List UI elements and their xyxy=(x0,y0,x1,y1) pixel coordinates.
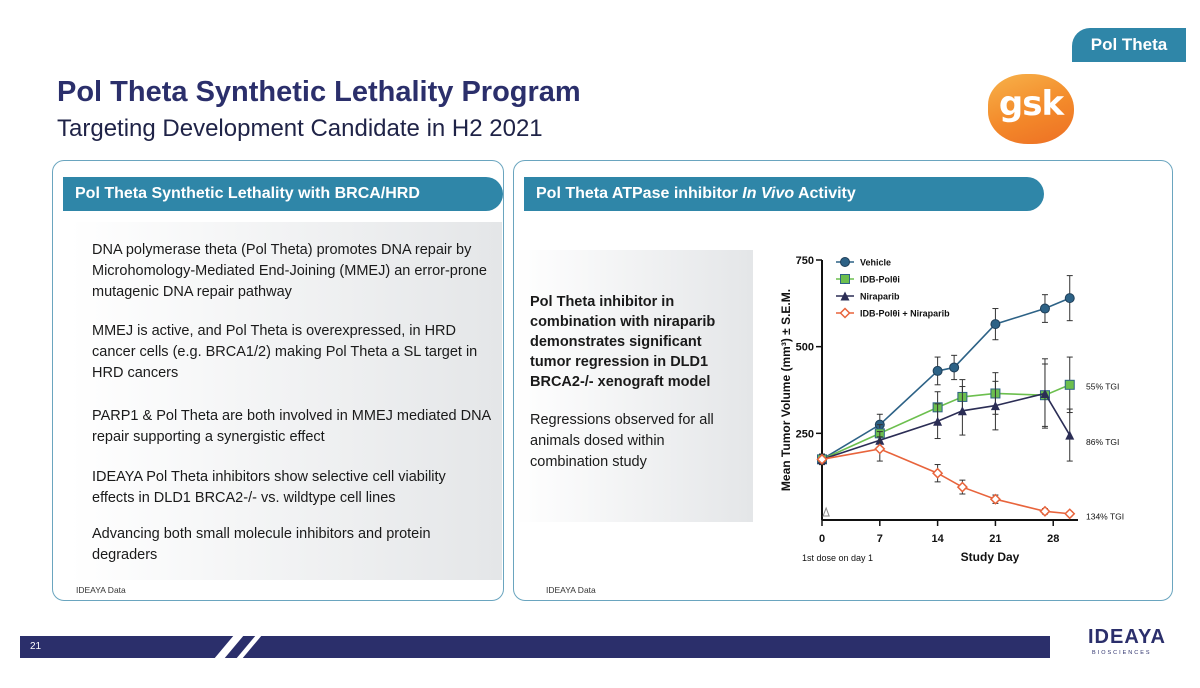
dose-note: 1st dose on day 1 xyxy=(802,553,873,563)
x-tick-label: 7 xyxy=(877,533,883,545)
data-point-3 xyxy=(1064,508,1076,520)
right-source-note: IDEAYA Data xyxy=(546,585,596,595)
data-point-3 xyxy=(932,467,944,479)
legend-marker xyxy=(839,307,851,319)
series-line-0 xyxy=(821,297,1071,461)
series-line-3 xyxy=(821,448,1070,515)
bullet-4: IDEAYA Pol Theta inhibitors show selecti… xyxy=(92,469,446,506)
data-point-2 xyxy=(933,416,943,426)
gsk-logo: gsk xyxy=(988,74,1074,144)
bullet-5: Advancing both small molecule inhibitors… xyxy=(92,526,431,563)
right-header-italic: In Vivo xyxy=(742,185,795,202)
legend-label: Niraparib xyxy=(860,292,900,302)
right-header-pre: Pol Theta ATPase inhibitor xyxy=(536,185,743,202)
legend-marker xyxy=(840,274,850,284)
gsk-logo-text: gsk xyxy=(998,84,1064,124)
x-axis-label: Study Day xyxy=(961,550,1020,564)
x-tick-label: 14 xyxy=(931,533,944,545)
data-point-3 xyxy=(816,453,828,465)
ideaya-logo-sub: BIOSCIENCES xyxy=(1092,650,1152,656)
data-point-3 xyxy=(989,493,1001,505)
y-tick-label: 750 xyxy=(796,255,814,267)
tgi-label-1: 55% TGI xyxy=(1086,382,1119,392)
legend-marker xyxy=(840,291,850,301)
right-panel-header: Pol Theta ATPase inhibitor In Vivo Activ… xyxy=(524,177,1044,211)
x-tick-label: 28 xyxy=(1047,533,1059,545)
data-point-0 xyxy=(990,319,1001,330)
left-panel-body xyxy=(70,222,502,580)
y-tick-label: 500 xyxy=(796,342,814,354)
legend-label: IDB-Polθi + Niraparib xyxy=(860,309,950,319)
footer-bar xyxy=(20,636,1050,658)
x-tick-label: 0 xyxy=(819,533,825,545)
left-source-note: IDEAYA Data xyxy=(76,585,126,595)
page-number: 21 xyxy=(30,641,42,652)
tgi-label-2: 86% TGI xyxy=(1086,437,1119,447)
data-point-2 xyxy=(990,401,1000,411)
section-tag: Pol Theta xyxy=(1072,28,1186,62)
bullet-1: DNA polymerase theta (Pol Theta) promote… xyxy=(92,242,487,300)
data-point-2 xyxy=(1040,388,1050,398)
dose-marker xyxy=(822,506,830,517)
bullet-2: MMEJ is active, and Pol Theta is overexp… xyxy=(92,323,478,381)
legend-label: Vehicle xyxy=(860,258,891,268)
data-point-2 xyxy=(957,406,967,416)
data-point-3 xyxy=(956,481,968,493)
legend-marker xyxy=(840,257,850,267)
legend-label: IDB-Polθi xyxy=(860,275,900,285)
data-point-2 xyxy=(1065,430,1075,440)
tgi-label-3: 134% TGI xyxy=(1086,512,1124,522)
data-point-3 xyxy=(874,443,886,455)
chart-callout-detail: Regressions observed for all animals dos… xyxy=(530,412,714,470)
right-header-post: Activity xyxy=(794,185,856,202)
x-tick-label: 21 xyxy=(989,533,1001,545)
chart-callout: Pol Theta inhibitor in combination with … xyxy=(530,294,716,390)
tumor-volume-chart: 250 500 750 0 7 14 21 28 Study Day Mean Tumor Vol… xyxy=(779,255,1124,564)
data-point-3 xyxy=(1039,505,1051,517)
data-point-0 xyxy=(932,365,943,376)
page-subtitle: Targeting Development Candidate in H2 20… xyxy=(57,115,543,142)
y-axis-label: Mean Tumor Volume (mm³) ± S.E.M. xyxy=(779,289,793,491)
data-point-1 xyxy=(1064,379,1075,390)
data-point-0 xyxy=(949,362,960,373)
left-panel-header: Pol Theta Synthetic Lethality with BRCA/… xyxy=(63,177,503,211)
bullet-3: PARP1 & Pol Theta are both involved in M… xyxy=(92,408,491,445)
data-point-0 xyxy=(1039,303,1050,314)
right-panel-body xyxy=(515,250,753,522)
y-tick-label: 250 xyxy=(796,428,814,440)
ideaya-logo: IDEAYA xyxy=(1088,626,1166,648)
page-title: Pol Theta Synthetic Lethality Program xyxy=(57,76,581,108)
data-point-0 xyxy=(1064,293,1075,304)
